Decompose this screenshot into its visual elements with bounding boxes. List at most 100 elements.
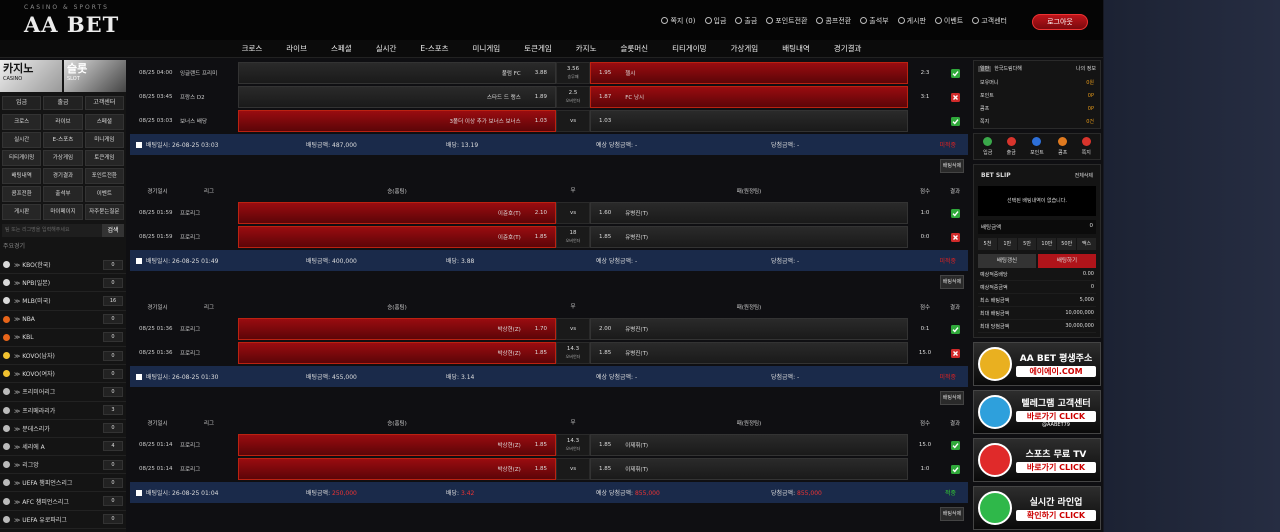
home-cell[interactable]: 스타드 드 랭스 1.89 — [238, 86, 556, 108]
top-link[interactable]: 출금 — [735, 16, 757, 26]
menu-button[interactable]: 게시판 — [2, 204, 42, 220]
chip[interactable]: 5만 — [1017, 238, 1037, 250]
away-cell[interactable]: 1.87 FC 낭시 — [590, 86, 908, 108]
league-item[interactable]: MLB(미국)16 — [0, 292, 126, 311]
chip[interactable]: 맥스 — [1077, 238, 1096, 250]
menu-button[interactable]: 출석부 — [43, 186, 83, 202]
promo-banner[interactable]: 스포츠 무료 TV 바로가기 CLICK — [973, 438, 1101, 482]
nav-item[interactable]: 티티게이밍 — [672, 44, 707, 53]
icon-button[interactable]: 출금 — [1007, 137, 1016, 156]
logo[interactable]: AA BET — [24, 12, 120, 37]
menu-button[interactable]: 미니게임 — [84, 132, 124, 148]
menu-button[interactable]: 크로스 — [2, 114, 42, 130]
top-link[interactable]: 출석부 — [860, 16, 888, 26]
top-link[interactable]: 콤프전환 — [816, 16, 851, 26]
chip[interactable]: 1만 — [997, 238, 1017, 250]
icon-button[interactable]: 콤프 — [1058, 137, 1067, 156]
submit-button[interactable]: 배팅하기 — [1038, 254, 1096, 268]
chip[interactable]: 50만 — [1057, 238, 1077, 250]
menu-button[interactable]: 마이페이지 — [43, 204, 83, 220]
away-cell[interactable]: 1.85 유병진(T) — [590, 342, 908, 364]
menu-button[interactable]: 포인트전환 — [84, 168, 124, 184]
menu-button[interactable]: 콤프전환 — [2, 186, 42, 202]
nav-item[interactable]: 배팅내역 — [782, 44, 810, 53]
home-cell[interactable]: 박상현(Z) 1.70 — [238, 318, 556, 340]
chip[interactable]: 10만 — [1037, 238, 1057, 250]
league-item[interactable]: KOVO(여자)0 — [0, 365, 126, 384]
delete-button[interactable]: 배팅삭제 — [940, 391, 964, 405]
checkbox[interactable] — [136, 141, 142, 148]
logout-button[interactable]: 로그아웃 — [1032, 14, 1088, 30]
away-cell[interactable]: 1.85 이제휘(T) — [590, 458, 908, 480]
nav-item[interactable]: 토큰게임 — [524, 44, 552, 53]
nav-item[interactable]: 실시간 — [375, 44, 397, 53]
home-cell[interactable]: 박상현(Z) 1.85 — [238, 458, 556, 480]
home-cell[interactable]: 박상현(Z) 1.85 — [238, 434, 556, 456]
delete-button[interactable]: 배팅삭제 — [940, 275, 964, 289]
promo-banner[interactable]: AA BET 평생주소 에이에이.COM — [973, 342, 1101, 386]
league-item[interactable]: 세리에 A4 — [0, 438, 126, 457]
delete-button[interactable]: 배팅삭제 — [940, 159, 964, 173]
menu-button[interactable]: 스페셜 — [84, 114, 124, 130]
top-link[interactable]: 고객센터 — [972, 16, 1007, 26]
search-button[interactable]: 검색 — [102, 224, 124, 237]
nav-item[interactable]: 라이브 — [286, 44, 307, 53]
menu-button[interactable]: 라이브 — [43, 114, 83, 130]
nav-item[interactable]: 가상게임 — [730, 44, 759, 53]
quick-button[interactable]: 입금 — [2, 96, 42, 110]
league-item[interactable]: KBO(한국)0 — [0, 256, 126, 275]
checkbox[interactable] — [136, 257, 142, 264]
my-info[interactable]: 나의 정보 — [1076, 66, 1096, 72]
menu-button[interactable]: 배팅내역 — [2, 168, 42, 184]
refresh-button[interactable]: 배팅갱신 — [978, 254, 1036, 268]
game-banner[interactable]: 슬롯 SLOT — [64, 60, 126, 92]
slip-clear[interactable]: 전체삭제 — [1074, 173, 1093, 179]
away-cell[interactable]: 1.03 — [590, 110, 908, 132]
league-item[interactable]: KOVO(남자)0 — [0, 347, 126, 366]
quick-button[interactable]: 고객센터 — [84, 96, 124, 110]
top-link[interactable]: 이벤트 — [935, 16, 963, 26]
menu-button[interactable]: 자주묻는질문 — [84, 204, 124, 220]
delete-button[interactable]: 배팅삭제 — [940, 507, 964, 521]
league-item[interactable]: NPB(일본)0 — [0, 274, 126, 293]
search-input[interactable]: 팀 또는 리그명을 입력해주세요 — [2, 224, 102, 237]
menu-button[interactable]: 토큰게임 — [84, 150, 124, 166]
icon-button[interactable]: 쪽지 — [1082, 137, 1091, 156]
nav-item[interactable]: 경기결과 — [833, 44, 862, 53]
nav-item[interactable]: 카지노 — [575, 44, 597, 53]
promo-banner[interactable]: 실시간 라인업 확인하기 CLICK — [973, 486, 1101, 530]
checkbox[interactable] — [136, 373, 142, 380]
away-cell[interactable]: 1.95 첼시 — [590, 62, 908, 84]
top-link[interactable]: 쪽지 (0) — [661, 16, 695, 26]
menu-button[interactable]: 티티게이밍 — [2, 150, 42, 166]
top-link[interactable]: 입금 — [705, 16, 727, 26]
away-cell[interactable]: 1.60 유병진(T) — [590, 202, 908, 224]
menu-button[interactable]: 이벤트 — [84, 186, 124, 202]
promo-banner[interactable]: 텔레그램 고객센터 바로가기 CLICK @AABET79 — [973, 390, 1101, 434]
menu-button[interactable]: 경기결과 — [43, 168, 83, 184]
icon-button[interactable]: 입금 — [983, 137, 992, 156]
quick-button[interactable]: 출금 — [43, 96, 83, 110]
nav-item[interactable]: 미니게임 — [472, 44, 501, 53]
nav-item[interactable]: 스페셜 — [330, 44, 352, 53]
home-cell[interactable]: 이쥰호(T) 2.10 — [238, 202, 556, 224]
home-cell[interactable]: 3폴더 이상 추가 보너스 보너스 1.03 — [238, 110, 556, 132]
nav-item[interactable]: 크로스 — [241, 44, 263, 53]
menu-button[interactable]: 실시간 — [2, 132, 42, 148]
nav-item[interactable]: 슬롯머신 — [620, 44, 649, 53]
home-cell[interactable]: 박상현(Z) 1.85 — [238, 342, 556, 364]
home-cell[interactable]: 이쥰호(T) 1.85 — [238, 226, 556, 248]
top-link[interactable]: 게시판 — [898, 16, 926, 26]
checkbox[interactable] — [136, 489, 142, 496]
game-banner[interactable]: 카지노 CASINO — [0, 60, 62, 92]
icon-button[interactable]: 포인트 — [1030, 137, 1044, 156]
